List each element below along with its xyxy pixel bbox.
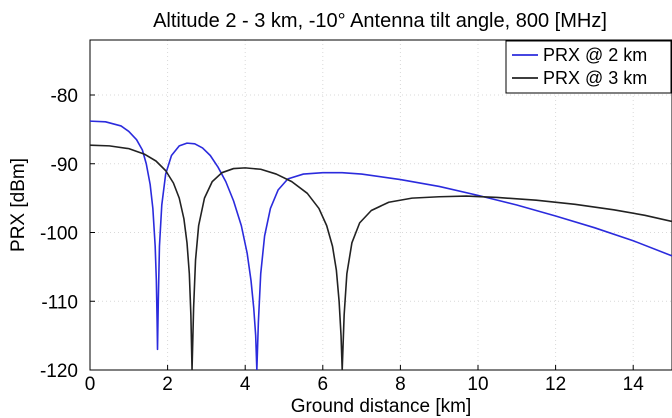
x-tick-label: 12 bbox=[545, 374, 566, 395]
legend-entry: PRX @ 2 km bbox=[543, 45, 647, 65]
legend: PRX @ 2 km PRX @ 3 km bbox=[505, 40, 672, 94]
plot-area bbox=[89, 39, 672, 371]
x-tick-label: 0 bbox=[85, 374, 96, 395]
x-tick-label: 6 bbox=[318, 374, 329, 395]
y-tick-label: -90 bbox=[51, 155, 78, 176]
legend-entry: PRX @ 3 km bbox=[543, 68, 647, 88]
chart-title: Altitude 2 - 3 km, -10° Antenna tilt ang… bbox=[153, 10, 607, 32]
y-tick-label: -100 bbox=[40, 224, 78, 245]
x-axis-label: Ground distance [km] bbox=[291, 396, 472, 417]
x-tick-label: 10 bbox=[467, 374, 488, 395]
series-line-1 bbox=[90, 120, 672, 370]
x-tick-label: 8 bbox=[395, 374, 406, 395]
x-tick-label: 2 bbox=[162, 374, 173, 395]
y-tick-label: -110 bbox=[41, 292, 78, 313]
tick-layer: 0 2 4 6 8 10 12 14 -120 -110 -100 -90 -80 bbox=[40, 86, 644, 395]
series-line-2 bbox=[90, 144, 672, 370]
y-tick-label: -120 bbox=[40, 361, 78, 382]
x-tick-label: 4 bbox=[240, 374, 251, 395]
y-tick-label: -80 bbox=[51, 86, 78, 107]
x-tick-label: 14 bbox=[623, 374, 645, 395]
series-layer bbox=[90, 120, 672, 370]
y-axis-label: PRX [dBm] bbox=[8, 158, 29, 252]
legend-box bbox=[505, 40, 672, 94]
